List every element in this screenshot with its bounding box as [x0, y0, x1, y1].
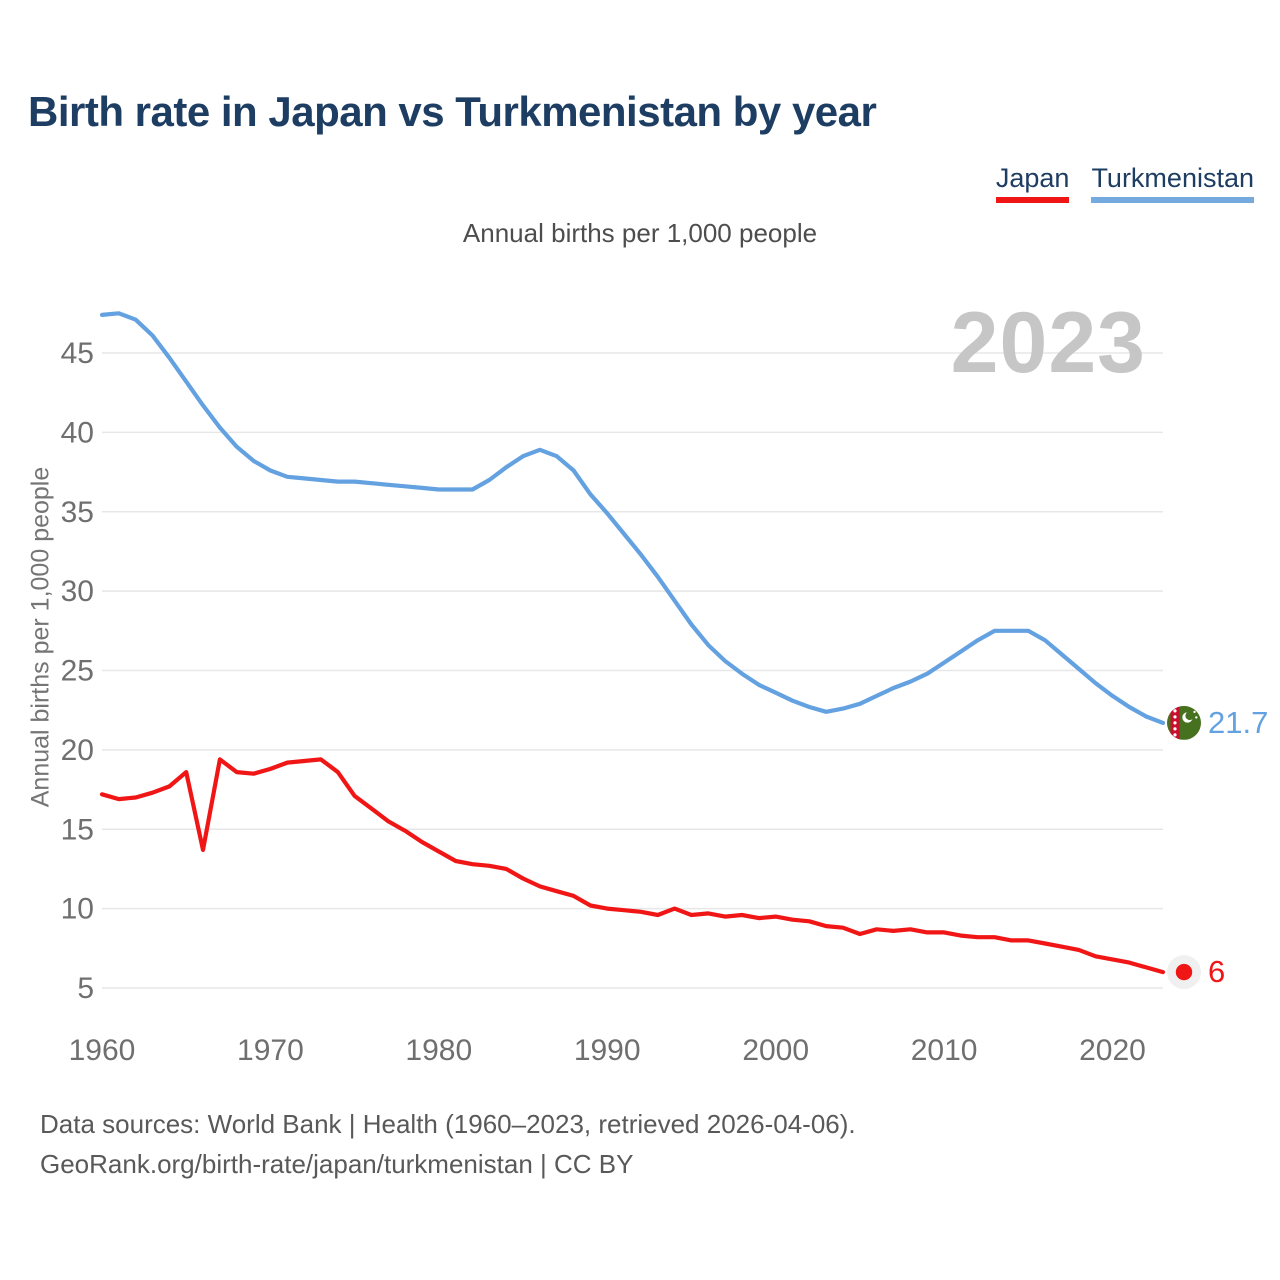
y-tick-label-20: 20	[61, 734, 94, 767]
y-tick-label-15: 15	[61, 813, 94, 846]
footer-data-sources: Data sources: World Bank | Health (1960–…	[40, 1109, 856, 1139]
x-tick-label-1980: 1980	[405, 1034, 472, 1067]
legend: Japan Turkmenistan	[995, 163, 1254, 204]
turkmenistan-flag-icon	[1167, 705, 1201, 740]
y-tick-label-45: 45	[61, 337, 94, 370]
japan-end-value-label: 6	[1208, 954, 1225, 989]
legend-label-japan: Japan	[995, 163, 1070, 193]
x-tick-label-1960: 1960	[69, 1034, 136, 1067]
y-tick-label-25: 25	[61, 655, 94, 688]
footer: Data sources: World Bank | Health (1960–…	[40, 1104, 856, 1184]
y-tick-label-5: 5	[77, 972, 94, 1005]
japan-line	[99, 757, 1166, 975]
turkmenistan-line	[99, 311, 1166, 726]
year-watermark: 2023	[950, 295, 1146, 391]
x-tick-label-1990: 1990	[574, 1034, 641, 1067]
y-tick-label-40: 40	[61, 416, 94, 449]
y-tick-label-10: 10	[61, 893, 94, 926]
x-tick-label-1970: 1970	[237, 1034, 304, 1067]
legend-item-japan[interactable]: Japan	[995, 163, 1070, 204]
page-title: Birth rate in Japan vs Turkmenistan by y…	[28, 88, 877, 135]
turkmenistan-end-value-label: 21.7	[1208, 705, 1268, 740]
y-tick-label-30: 30	[61, 575, 94, 608]
x-tick-label-2010: 2010	[911, 1034, 978, 1067]
japan-flag-icon	[1167, 955, 1201, 990]
y-tick-label-35: 35	[61, 496, 94, 529]
x-tick-label-2020: 2020	[1079, 1034, 1146, 1067]
legend-label-turkmenistan: Turkmenistan	[1091, 163, 1254, 193]
footer-attribution: GeoRank.org/birth-rate/japan/turkmenista…	[40, 1149, 634, 1179]
x-tick-label-2000: 2000	[742, 1034, 809, 1067]
y-axis-label: Annual births per 1,000 people	[26, 466, 55, 808]
legend-item-turkmenistan[interactable]: Turkmenistan	[1091, 163, 1254, 204]
chart-subtitle: Annual births per 1,000 people	[462, 218, 818, 248]
